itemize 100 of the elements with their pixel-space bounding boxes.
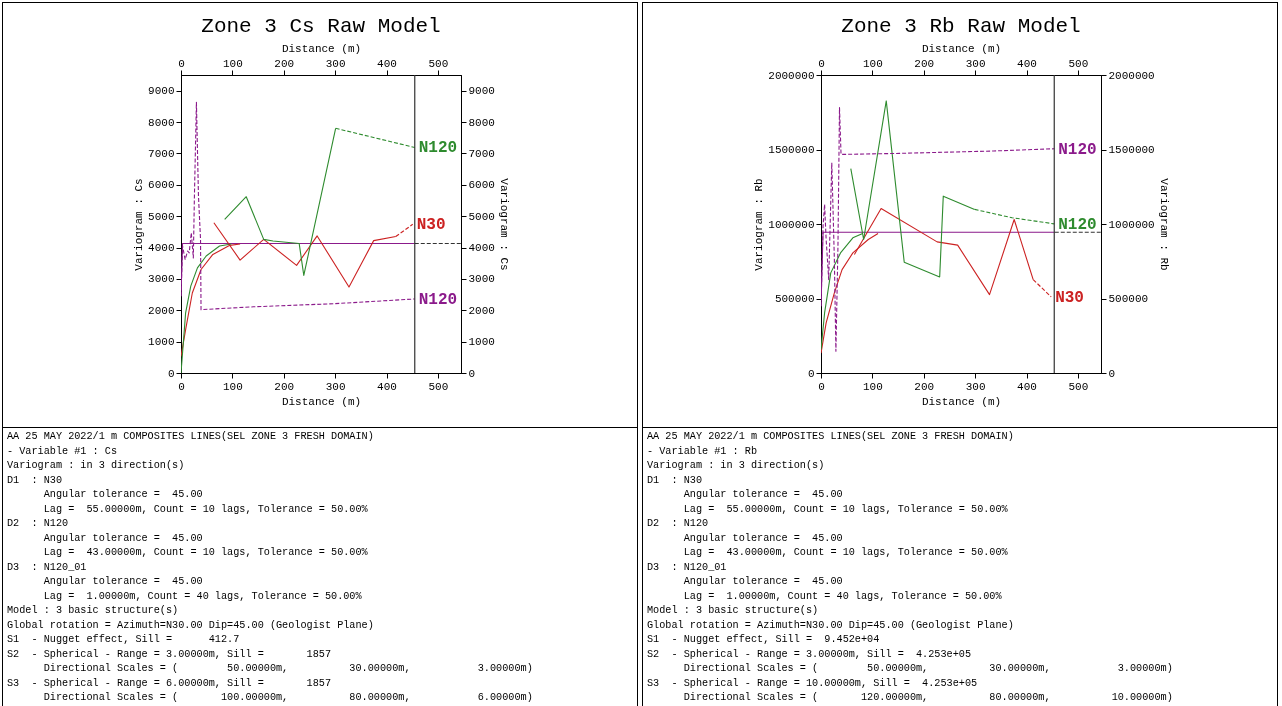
text: D2 : N120 xyxy=(7,518,69,529)
text: Global rotation = Azimuth=N30.00 Dip=45.00 (Geologist Plane) xyxy=(647,619,1014,631)
y-axis-title: Variogram : Rb xyxy=(753,178,766,271)
chart-title: Zone 3 Cs Raw Model xyxy=(201,15,441,38)
y2-tick-label: 1000000 xyxy=(1108,218,1155,231)
y-tick-label: 4000 xyxy=(148,242,175,255)
y-tick-label: 9000 xyxy=(148,85,175,98)
x2-tick-label: 400 xyxy=(377,380,397,393)
x2-axis-title: Distance (m) xyxy=(921,42,1002,55)
y-tick-label: 0 xyxy=(807,367,815,380)
text: AA 25 MAY 2022/1 m COMPOSITES LINES(SEL ZONE 3 FRESH DOMAIN) xyxy=(647,431,1014,442)
y2-tick-label: 1500000 xyxy=(1108,144,1155,156)
text: Angular tolerance = 45.00 xyxy=(43,489,203,500)
chart-title: Zone 3 Rb Raw Model xyxy=(841,15,1081,38)
x2-tick-label: 300 xyxy=(325,380,346,393)
text: Directional Scales = ( 100.00000m, 80.00000m, 6.00000m) xyxy=(43,692,533,703)
text: D1 : N30 xyxy=(7,474,63,486)
text: Angular tolerance = 45.00 xyxy=(683,576,843,587)
y-tick-label: 1000 xyxy=(148,336,175,349)
x2-tick-label: 200 xyxy=(914,380,935,393)
text: S1 - Nugget effect, Sill = 9.452e+04 xyxy=(647,634,880,645)
series-label: N120 xyxy=(418,290,458,309)
x-tick-label: 200 xyxy=(274,57,295,70)
text: D2 : N120 xyxy=(647,518,709,529)
text: Angular tolerance = 45.00 xyxy=(43,532,203,544)
series-label: N30 xyxy=(1055,288,1084,307)
text: Lag = 55.00000m, Count = 10 lags, Tolerance = 50.00% xyxy=(683,503,1008,515)
x2-tick-label: 400 xyxy=(1017,380,1037,393)
y2-tick-label: 9000 xyxy=(468,85,495,98)
x2-tick-label: 500 xyxy=(1068,380,1089,393)
text: Directional Scales = ( 50.00000m, 30.00000m, 3.00000m) xyxy=(43,663,533,674)
text: Lag = 43.00000m, Count = 10 lags, Tolerance = 50.00% xyxy=(683,547,1008,558)
y2-tick-label: 0 xyxy=(1108,367,1116,380)
y-tick-label: 1000000 xyxy=(768,218,815,231)
y-tick-label: 8000 xyxy=(148,116,175,129)
series-label: N120 xyxy=(1058,140,1097,159)
x-axis-title: Distance (m) xyxy=(281,395,362,408)
y2-tick-label: 0 xyxy=(468,367,476,380)
text: Lag = 1.00000m, Count = 40 lags, Tolerance = 50.00% xyxy=(683,590,1002,602)
y2-tick-label: 1000 xyxy=(468,336,495,349)
text: Variogram : in 3 direction(s) xyxy=(7,460,185,471)
y-axis-title: Variogram : Cs xyxy=(133,178,146,271)
text: - Variable #1 : Rb xyxy=(647,445,758,457)
x-tick-label: 300 xyxy=(325,57,346,70)
text: - Variable #1 : Cs xyxy=(7,445,118,457)
x2-tick-label: 100 xyxy=(862,380,883,393)
text: S2 - Spherical - Range = 3.00000m, Sill = 4.253e+05 xyxy=(647,648,972,660)
text: Angular tolerance = 45.00 xyxy=(43,576,203,587)
text: Lag = 55.00000m, Count = 10 lags, Tolerance = 50.00% xyxy=(43,503,368,515)
text: Model : 3 basic structure(s) xyxy=(7,605,179,616)
x-tick-label: 400 xyxy=(377,57,397,70)
series-label: N120 xyxy=(1058,215,1097,234)
y2-tick-label: 2000 xyxy=(468,304,495,317)
x2-tick-label: 0 xyxy=(818,380,825,393)
text: Model : 3 basic structure(s) xyxy=(647,605,819,616)
x2-tick-label: 200 xyxy=(274,380,295,393)
text: S3 - Spherical - Range = 6.00000m, Sill = 1857 xyxy=(7,677,332,689)
x-tick-label: 400 xyxy=(1017,57,1037,70)
x-tick-label: 0 xyxy=(818,57,825,70)
text: D1 : N30 xyxy=(647,474,703,486)
y2-tick-label: 2000000 xyxy=(1108,69,1155,82)
text: Angular tolerance = 45.00 xyxy=(683,489,843,500)
y-tick-label: 5000 xyxy=(148,210,175,223)
x-axis-title: Distance (m) xyxy=(921,395,1002,408)
x2-tick-label: 100 xyxy=(222,380,243,393)
y2-tick-label: 6000 xyxy=(468,179,495,192)
x2-tick-label: 300 xyxy=(965,380,986,393)
x-tick-label: 200 xyxy=(914,57,935,70)
text: Directional Scales = ( 50.00000m, 30.00000m, 3.00000m) xyxy=(683,663,1173,674)
y2-tick-label: 500000 xyxy=(1108,293,1149,305)
text: S2 - Spherical - Range = 3.00000m, Sill = 1857 xyxy=(7,648,332,660)
x-tick-label: 100 xyxy=(222,57,243,70)
y-tick-label: 7000 xyxy=(148,147,175,160)
x2-tick-label: 500 xyxy=(428,380,449,393)
y-tick-label: 6000 xyxy=(148,179,175,192)
text: S3 - Spherical - Range = 10.00000m, Sill = 4.253e+05 xyxy=(647,677,978,689)
y2-tick-label: 3000 xyxy=(468,273,495,286)
y-tick-label: 2000000 xyxy=(768,69,815,82)
text: Lag = 1.00000m, Count = 40 lags, Tolerance = 50.00% xyxy=(43,590,362,602)
y2-tick-label: 4000 xyxy=(468,242,495,255)
text: AA 25 MAY 2022/1 m COMPOSITES LINES(SEL ZONE 3 FRESH DOMAIN) xyxy=(7,431,374,442)
text: Variogram : in 3 direction(s) xyxy=(647,460,825,471)
x2-tick-label: 0 xyxy=(178,380,185,393)
text: Angular tolerance = 45.00 xyxy=(683,532,843,544)
y2-axis-title: Variogram : Rb xyxy=(1157,178,1170,271)
x-tick-label: 500 xyxy=(428,57,449,70)
text: D3 : N120_01 xyxy=(7,561,87,573)
y-tick-label: 1500000 xyxy=(768,144,815,156)
series-label: N30 xyxy=(416,216,446,235)
series-label: N120 xyxy=(418,139,458,158)
x-tick-label: 500 xyxy=(1068,57,1089,70)
x2-axis-title: Distance (m) xyxy=(281,42,362,55)
y2-tick-label: 8000 xyxy=(468,116,495,129)
y-tick-label: 500000 xyxy=(774,293,815,305)
text: Global rotation = Azimuth=N30.00 Dip=45.00 (Geologist Plane) xyxy=(7,619,374,631)
text: Directional Scales = ( 120.00000m, 80.00000m, 10.00000m) xyxy=(683,692,1173,703)
y2-tick-label: 7000 xyxy=(468,147,495,160)
y2-tick-label: 5000 xyxy=(468,210,495,223)
text: D3 : N120_01 xyxy=(647,561,727,573)
x-tick-label: 100 xyxy=(862,57,883,70)
